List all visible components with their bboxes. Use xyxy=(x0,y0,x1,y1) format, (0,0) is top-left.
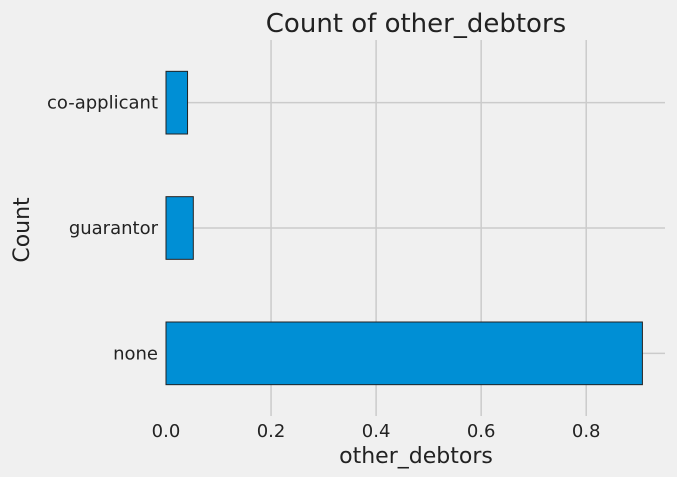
x-axis-label: other_debtors xyxy=(339,444,493,469)
x-tick-label: 0.2 xyxy=(257,421,286,442)
x-tick-label: 0.8 xyxy=(572,421,601,442)
x-tick-labels: 0.0 0.2 0.4 0.6 0.8 xyxy=(152,421,601,442)
bar-none xyxy=(165,321,643,386)
y-tick-label-guarantor: guarantor xyxy=(69,218,159,239)
bar-co-applicant xyxy=(165,70,189,135)
x-tick-label: 0.4 xyxy=(362,421,391,442)
y-tick-labels: none guarantor co-applicant xyxy=(47,93,159,365)
bars-layer xyxy=(165,70,643,386)
x-tick-label: 0.6 xyxy=(467,421,496,442)
chart-title: Count of other_debtors xyxy=(266,9,566,39)
bar-guarantor xyxy=(165,196,194,260)
y-axis-label: Count xyxy=(10,197,35,263)
y-tick-label-co-applicant: co-applicant xyxy=(47,93,158,114)
y-tick-label-none: none xyxy=(113,343,158,364)
x-tick-label: 0.0 xyxy=(152,421,181,442)
